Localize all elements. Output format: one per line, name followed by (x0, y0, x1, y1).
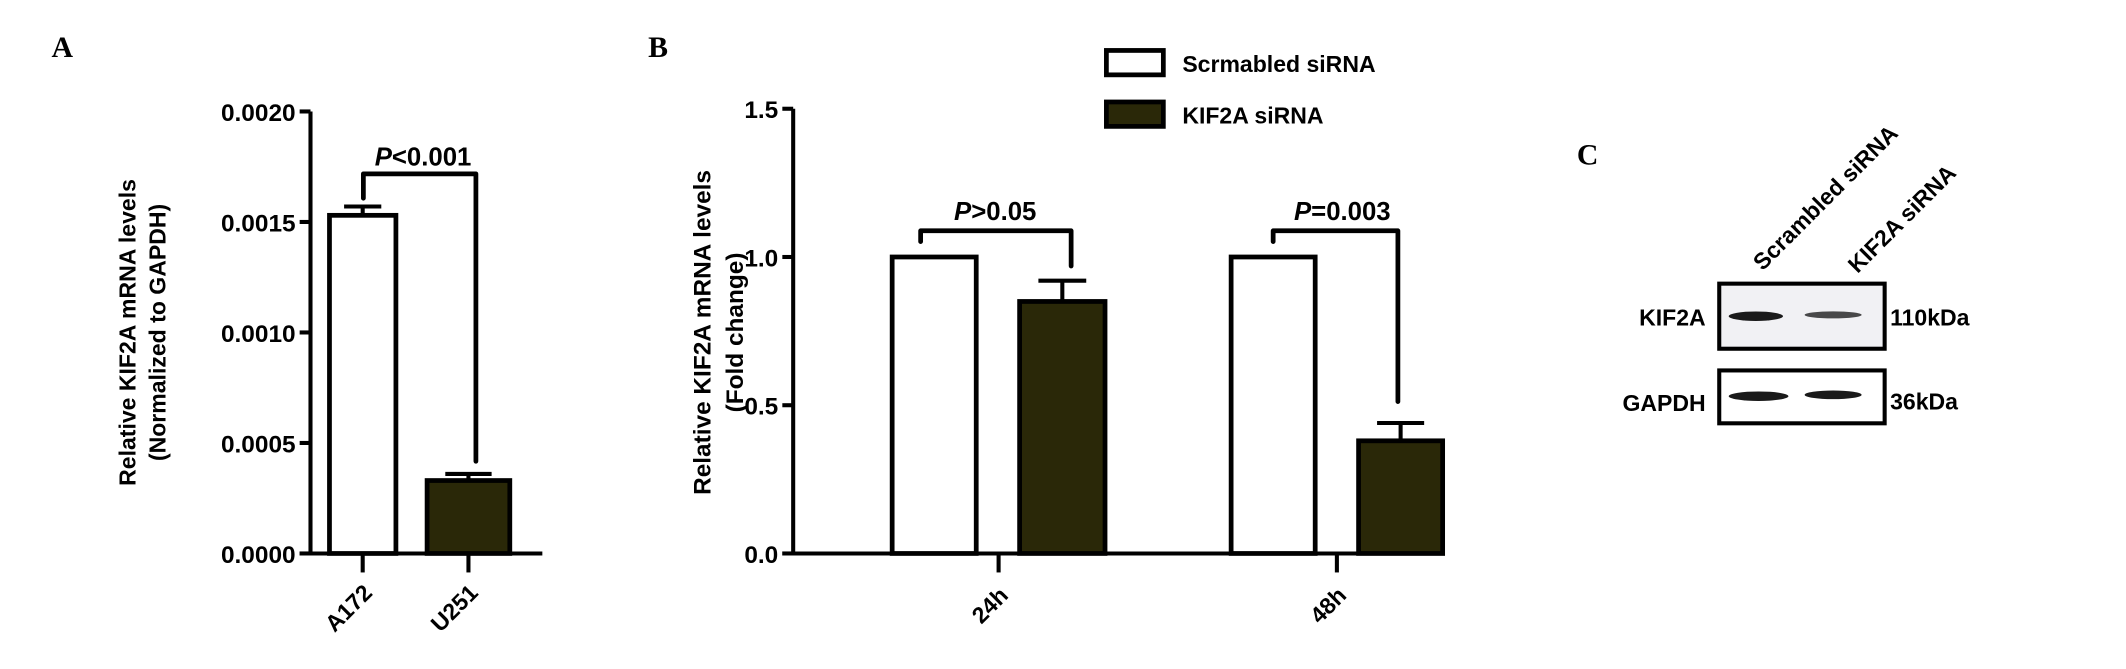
legend-label-kif2a: KIF2A siRNA (1182, 103, 1324, 129)
y-tick-label: 0.0005 (221, 431, 296, 458)
panel-label-b: B (648, 31, 668, 64)
x-tick-label: U251 (426, 579, 483, 636)
y-tick-label: 0.5 (744, 394, 778, 421)
legend: Scrmabled siRNA KIF2A siRNA (1104, 48, 1376, 129)
size-label-kif2a: 110kDa (1890, 305, 1970, 331)
bar-24h-scrambled (889, 254, 979, 556)
y-axis-label-b-line1: Relative KIF2A mRNA levels (689, 170, 716, 495)
bar-u251 (424, 478, 513, 556)
y-tick-label: 0.0015 (221, 210, 296, 237)
bar-48h-kif2a (1356, 438, 1446, 556)
y-axis-label-a-line2: (Normalized to GAPDH) (144, 204, 170, 461)
size-label-gapdh: 36kDa (1890, 389, 1958, 415)
panel-label-c: C (1577, 138, 1599, 171)
significance-bracket (918, 228, 1074, 269)
bar-24h-kif2a (1017, 299, 1108, 556)
legend-swatch-kif2a (1104, 99, 1166, 129)
y-axis-label-a-line1: Relative KIF2A mRNA levels (115, 179, 141, 486)
p-value-label-24h: P>0.05 (954, 198, 1036, 226)
x-tick-label: 24h (967, 582, 1013, 628)
bar-48h-scrambled (1228, 254, 1318, 556)
y-tick-label: 1.0 (744, 245, 778, 272)
p-value-label: P<0.001 (375, 144, 472, 172)
y-tick-label: 1.5 (744, 97, 778, 124)
y-tick-label: 0.0 (744, 542, 778, 569)
significance-bracket (1270, 228, 1401, 404)
y-tick-label: 0.0010 (221, 321, 296, 348)
y-tick-label: 0.0000 (221, 542, 296, 569)
band-kif2a-knockdown (1804, 311, 1862, 319)
legend-label-scrambled: Scrmabled siRNA (1182, 51, 1376, 77)
band-kif2a-scrambled (1728, 311, 1783, 321)
x-tick-label: 48h (1305, 582, 1351, 628)
legend-swatch-scrambled (1104, 48, 1166, 78)
western-blot: Scrambled siRNA KIF2A siRNA KIF2A 110kDa… (1622, 120, 1970, 426)
y-tick-label: 0.0020 (221, 100, 296, 127)
band-gapdh-scrambled (1728, 391, 1789, 401)
band-gapdh-knockdown (1804, 390, 1862, 400)
bar-a172 (327, 212, 399, 556)
significance-bracket (360, 171, 479, 464)
protein-label-kif2a: KIF2A (1639, 305, 1706, 331)
chart-b: Relative KIF2A mRNA levels (Fold change)… (689, 48, 1446, 628)
y-axis-label-b-line2: (Fold change) (722, 253, 749, 413)
chart-a: Relative KIF2A mRNA levels (Normalized t… (115, 100, 543, 637)
x-tick-label: A172 (320, 579, 377, 636)
p-value-label-48h: P=0.003 (1294, 198, 1391, 226)
significance-annotation-a: P<0.001 (375, 144, 472, 172)
panel-label-a: A (52, 31, 74, 64)
protein-label-gapdh: GAPDH (1622, 390, 1705, 416)
